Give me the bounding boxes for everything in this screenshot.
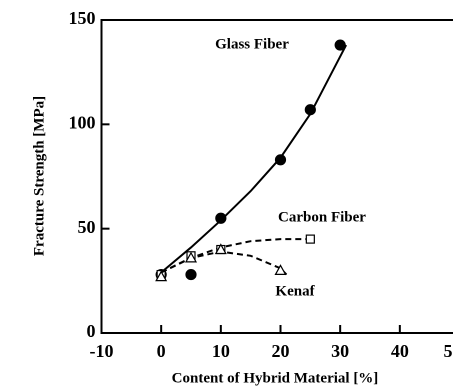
point <box>304 104 316 116</box>
point <box>274 264 287 275</box>
frame <box>100 19 453 334</box>
x-tick-label: -10 <box>90 341 114 361</box>
x-tick-label: 0 <box>157 341 166 361</box>
x-tick-label: 5 <box>444 341 453 361</box>
x-tick-label: 20 <box>272 341 290 361</box>
series-label: Glass Fiber <box>215 36 289 52</box>
point <box>215 212 227 224</box>
point <box>305 234 315 244</box>
fit-curve <box>160 44 348 274</box>
y-tick-label: 100 <box>69 112 96 132</box>
series-label: Carbon Fiber <box>278 209 366 225</box>
point <box>274 154 287 166</box>
point <box>334 39 346 51</box>
point <box>214 243 227 255</box>
y-axis-title: Fracture Strength [MPa] <box>31 96 47 256</box>
y-tick-label: 150 <box>69 8 96 28</box>
fit-curve <box>160 250 288 276</box>
series-label: Kenaf <box>275 283 315 299</box>
point <box>185 268 197 281</box>
x-tick-label: 10 <box>212 341 230 361</box>
fit-curve <box>160 238 311 274</box>
y-tick-label: 0 <box>87 321 96 341</box>
x-tick-label: 30 <box>331 341 349 361</box>
point <box>155 270 168 282</box>
x-tick-label: 40 <box>391 341 409 361</box>
x-axis-title: Content of Hybrid Material [%] <box>172 370 379 386</box>
point <box>184 251 198 263</box>
y-tick-label: 50 <box>78 217 96 237</box>
